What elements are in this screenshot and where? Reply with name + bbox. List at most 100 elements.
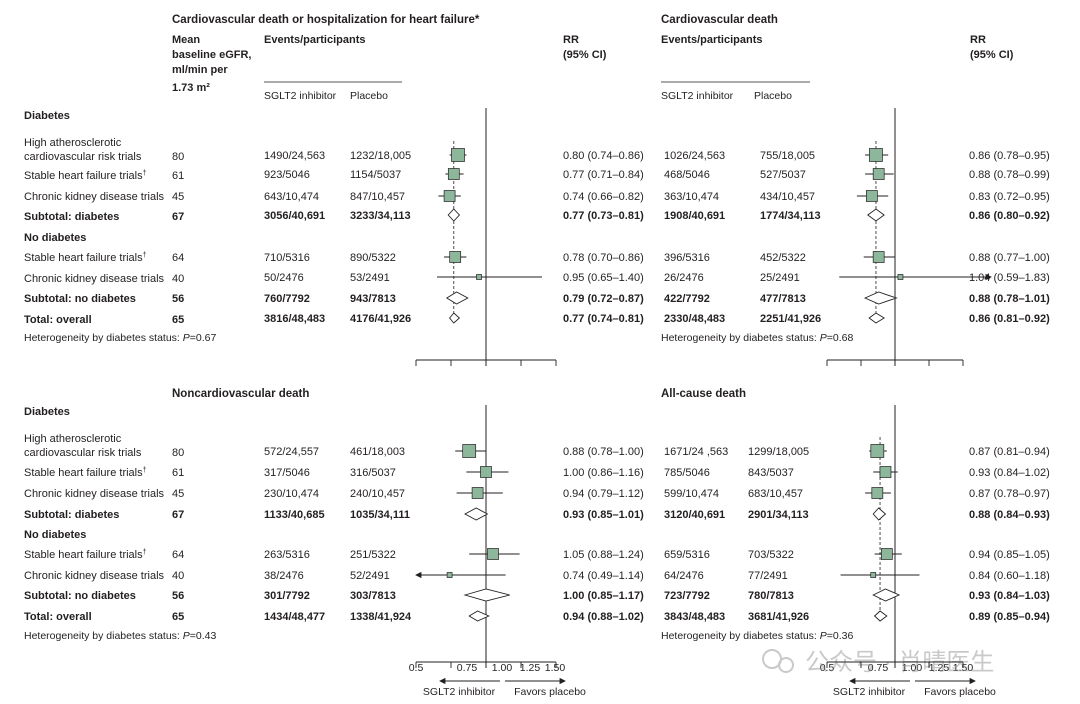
favors-sglt2-label: SGLT2 inhibitor bbox=[423, 686, 496, 698]
placebo-events: 251/5322 bbox=[350, 549, 396, 561]
point-estimate-square bbox=[480, 466, 492, 478]
sglt2-events: 3120/40,691 bbox=[664, 509, 725, 521]
rr-ci-value: 0.80 (0.74–0.86) bbox=[563, 150, 644, 162]
sglt2-events: 263/5316 bbox=[264, 549, 310, 561]
placebo-events: 303/7813 bbox=[350, 590, 396, 602]
egfr-header-line2: baseline eGFR, bbox=[172, 49, 251, 61]
panel-title-cv-death-hhf: Cardiovascular death or hospitalization … bbox=[172, 14, 480, 26]
heterogeneity-bottom-left: Heterogeneity by diabetes status: P=0.43 bbox=[24, 630, 217, 642]
egfr-value: 40 bbox=[172, 570, 184, 582]
sglt2-events: 3056/40,691 bbox=[264, 210, 325, 222]
rr-ci-header-right: (95% CI) bbox=[970, 49, 1014, 61]
placebo-events: 943/7813 bbox=[350, 293, 396, 305]
point-estimate-square bbox=[447, 168, 460, 180]
egfr-header-line4: 1.73 m² bbox=[172, 82, 210, 94]
summary-diamond bbox=[863, 291, 898, 305]
axis-tick-label: 0.75 bbox=[457, 662, 478, 674]
egfr-value: 45 bbox=[172, 488, 184, 500]
egfr-value: 65 bbox=[172, 611, 184, 623]
placebo-events: 755/18,005 bbox=[760, 150, 815, 162]
rr-ci-value: 1.00 (0.85–1.17) bbox=[563, 590, 644, 602]
row-label-stable-hf: Stable heart failure trials† bbox=[24, 170, 147, 182]
rr-ci-value: 0.86 (0.81–0.92) bbox=[969, 313, 1050, 325]
heterogeneity-top-left: Heterogeneity by diabetes status: P=0.67 bbox=[24, 332, 217, 344]
placebo-events: 452/5322 bbox=[760, 252, 806, 264]
point-estimate-square bbox=[487, 548, 499, 560]
rr-ci-header: (95% CI) bbox=[563, 49, 607, 61]
group-label-no-diabetes: No diabetes bbox=[24, 232, 86, 244]
axis-tick-label-right: 1.25 bbox=[929, 662, 950, 674]
egfr-value: 56 bbox=[172, 293, 184, 305]
group-label-no-diabetes-bottom: No diabetes bbox=[24, 529, 86, 541]
egfr-value: 56 bbox=[172, 590, 184, 602]
placebo-events: 25/2491 bbox=[760, 272, 800, 284]
placebo-events: 3233/34,113 bbox=[350, 210, 411, 222]
row-label-high-athero-2: cardiovascular risk trials bbox=[24, 151, 142, 163]
summary-diamond bbox=[873, 610, 888, 622]
point-estimate-square bbox=[871, 487, 884, 499]
egfr-value: 45 bbox=[172, 191, 184, 203]
point-estimate-square bbox=[449, 251, 462, 263]
summary-diamond bbox=[872, 588, 901, 602]
favors-placebo-label-right: Favors placebo bbox=[924, 686, 996, 698]
placebo-events: 2251/41,926 bbox=[760, 313, 821, 325]
rr-ci-value: 0.88 (0.84–0.93) bbox=[969, 509, 1050, 521]
sglt2-events: 572/24,557 bbox=[264, 446, 319, 458]
sglt2-events: 1908/40,691 bbox=[664, 210, 725, 222]
rr-ci-value: 0.93 (0.84–1.03) bbox=[969, 590, 1050, 602]
rr-ci-value: 0.89 (0.85–0.94) bbox=[969, 611, 1050, 623]
sglt2-events: 1490/24,563 bbox=[264, 150, 325, 162]
rr-ci-value: 0.93 (0.85–1.01) bbox=[563, 509, 644, 521]
rr-ci-value: 0.94 (0.79–1.12) bbox=[563, 488, 644, 500]
point-estimate-square bbox=[462, 444, 477, 458]
placebo-events: 434/10,457 bbox=[760, 191, 815, 203]
egfr-value: 61 bbox=[172, 467, 184, 479]
row-label-total-bottom: Total: overall bbox=[24, 611, 92, 623]
point-estimate-square bbox=[443, 190, 456, 202]
egfr-value: 65 bbox=[172, 314, 184, 326]
panel-title-cv-death: Cardiovascular death bbox=[661, 14, 778, 26]
rr-ci-value: 0.74 (0.66–0.82) bbox=[563, 191, 644, 203]
rr-ci-value: 0.77 (0.71–0.84) bbox=[563, 169, 644, 181]
placebo-events: 890/5322 bbox=[350, 252, 396, 264]
placebo-events: 53/2491 bbox=[350, 272, 390, 284]
rr-ci-value: 0.83 (0.72–0.95) bbox=[969, 191, 1050, 203]
row-label-total: Total: overall bbox=[24, 314, 92, 326]
chart-marks: 1490/24,563 1232/18,005 0.80 (0.74–0.86) 92… bbox=[264, 108, 1050, 668]
row-label-subtotal-diabetes-bottom: Subtotal: diabetes bbox=[24, 509, 119, 521]
rr-ci-value: 0.79 (0.72–0.87) bbox=[563, 293, 644, 305]
sglt2-events: 3816/48,483 bbox=[264, 313, 325, 325]
heterogeneity-top-right: Heterogeneity by diabetes status: P=0.68 bbox=[661, 332, 854, 344]
rr-ci-value: 1.00 (0.86–1.16) bbox=[563, 467, 644, 479]
heterogeneity-bottom-right: Heterogeneity by diabetes status: P=0.36 bbox=[661, 630, 854, 642]
rr-ci-value: 0.88 (0.78–1.00) bbox=[563, 446, 644, 458]
row-label-ckd-bottom: Chronic kidney disease trials bbox=[24, 488, 165, 500]
point-estimate-square bbox=[870, 572, 877, 578]
rr-ci-value: 0.87 (0.78–0.97) bbox=[969, 488, 1050, 500]
placebo-events: 316/5037 bbox=[350, 467, 396, 479]
events-header: Events/participants bbox=[264, 34, 365, 46]
placebo-events: 3681/41,926 bbox=[748, 611, 809, 623]
row-label-ckd-nd: Chronic kidney disease trials bbox=[24, 273, 165, 285]
favors-placebo-label: Favors placebo bbox=[514, 686, 586, 698]
summary-diamond bbox=[868, 312, 885, 324]
sglt2-col-header-right: SGLT2 inhibitor bbox=[661, 90, 734, 102]
rr-ci-value: 0.88 (0.77–1.00) bbox=[969, 252, 1050, 264]
point-estimate-square bbox=[872, 251, 885, 263]
sglt2-events: 2330/48,483 bbox=[664, 313, 725, 325]
wechat-icon bbox=[762, 649, 782, 669]
events-header-right: Events/participants bbox=[661, 34, 762, 46]
sglt2-col-header: SGLT2 inhibitor bbox=[264, 90, 337, 102]
sglt2-events: 50/2476 bbox=[264, 272, 304, 284]
axis-tick-label-right: 1.00 bbox=[902, 662, 923, 674]
sglt2-events: 38/2476 bbox=[264, 570, 304, 582]
summary-diamond bbox=[464, 507, 489, 521]
rr-ci-value: 0.95 (0.65–1.40) bbox=[563, 272, 644, 284]
summary-diamond bbox=[447, 208, 461, 222]
row-label-stable-hf-nd-bottom: Stable heart failure trials† bbox=[24, 549, 147, 561]
rr-ci-value: 1.04 (0.59–1.83) bbox=[969, 272, 1050, 284]
sglt2-events: 230/10,474 bbox=[264, 488, 319, 500]
point-estimate-square bbox=[869, 148, 883, 162]
placebo-events: 1774/34,113 bbox=[760, 210, 821, 222]
